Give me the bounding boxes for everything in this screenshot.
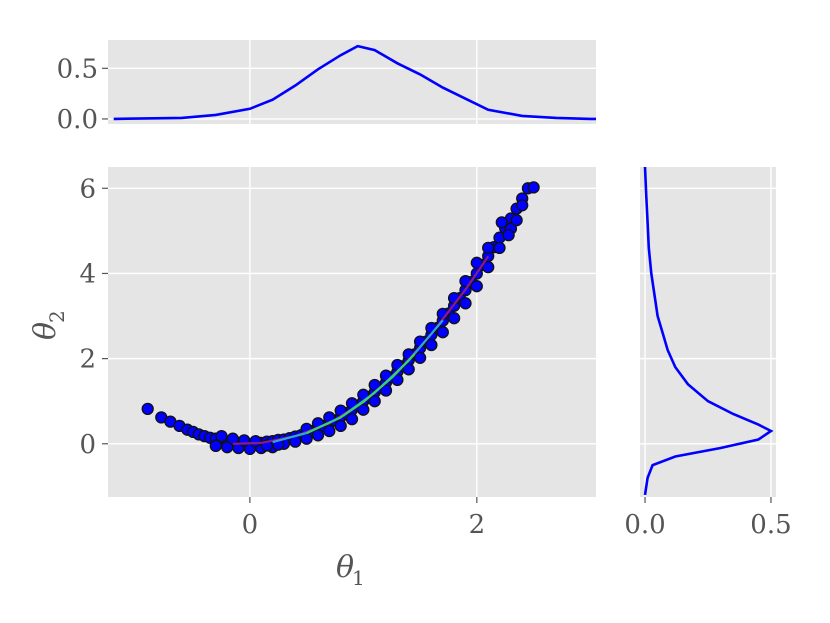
scatter-point [510, 214, 523, 227]
scatter-point [141, 402, 154, 416]
joint-ytick-label: 4 [79, 259, 96, 289]
right-xtick-label: 0.5 [750, 510, 791, 540]
right-marginal-density-curve [643, 166, 774, 496]
x-axis-label-main: θ [336, 550, 354, 585]
scatter-point [226, 432, 239, 445]
right-marginal-grid [640, 167, 776, 497]
joint-panel-background [108, 167, 596, 497]
scatter-points [141, 181, 540, 456]
top-marginal-ytick-labels: 0.0 0.5 [57, 54, 108, 135]
joint-panel-grid [108, 167, 596, 497]
joint-ytick-label: 0 [79, 430, 96, 460]
top-marginal-background [108, 40, 596, 124]
scatter-point [368, 378, 381, 392]
scatter-point [334, 419, 347, 433]
scatter-point [470, 280, 483, 293]
joint-xtick-label: 0 [242, 510, 259, 540]
scatter-point [215, 429, 228, 443]
right-marginal-panel: 0.0 0.5 [624, 166, 792, 540]
density-contour-line [306, 353, 416, 435]
scatter-point [527, 181, 540, 194]
scatter-point [345, 412, 359, 426]
x-axis-label-subscript: 1 [352, 566, 365, 590]
scatter-point [482, 260, 495, 274]
top-marginal-density-curve [113, 44, 596, 121]
right-marginal-xtick-labels: 0.0 0.5 [624, 497, 792, 540]
scatter-point [379, 384, 393, 397]
scatter-point [516, 199, 529, 212]
scatter-point [323, 424, 336, 438]
scatter-point [459, 297, 472, 310]
scatter-point [413, 351, 427, 364]
scatter-point [425, 338, 438, 352]
scatter-point [436, 326, 449, 339]
scatter-point [495, 216, 508, 229]
top-ytick-label: 0.5 [57, 54, 98, 84]
y-axis-label-main: θ [28, 322, 63, 340]
scatter-point [447, 312, 461, 325]
top-marginal-panel: 0.0 0.5 [57, 40, 596, 135]
scatter-point [482, 241, 495, 255]
y-axis-label-subscript: 2 [45, 310, 69, 323]
scatter-point [357, 403, 370, 416]
right-xtick-label: 0.0 [624, 510, 665, 540]
scatter-point [311, 429, 325, 442]
right-marginal-background [640, 167, 776, 497]
scatter-point [470, 256, 483, 269]
joint-ytick-labels: 0 2 4 6 [79, 174, 108, 460]
density-contours [232, 255, 490, 445]
scatter-point [209, 439, 222, 453]
scatter-point [368, 395, 381, 408]
scatter-point [493, 241, 506, 255]
scatter-point [502, 228, 515, 242]
joint-ytick-label: 2 [79, 345, 96, 375]
joint-xtick-label: 2 [469, 510, 486, 540]
scatter-point [391, 373, 404, 387]
y-axis-label: θ 2 [28, 310, 69, 340]
x-axis-label: θ 1 [336, 550, 365, 590]
scatter-point [402, 363, 415, 376]
scatter-point [249, 435, 262, 448]
joint-ytick-label: 6 [79, 174, 96, 204]
top-ytick-label: 0.0 [57, 105, 98, 135]
